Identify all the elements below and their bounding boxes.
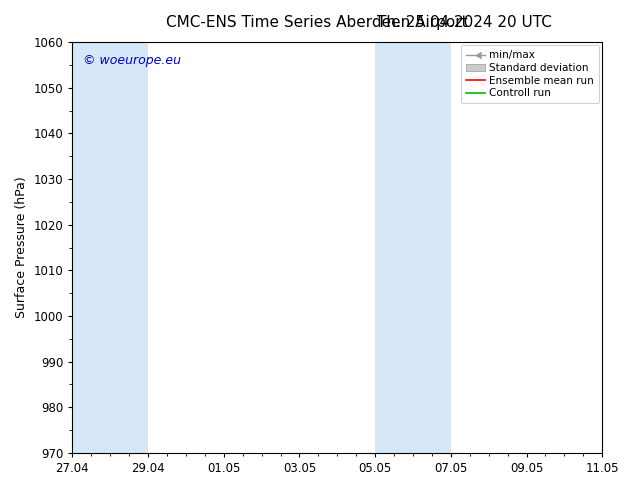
- Text: © woeurope.eu: © woeurope.eu: [83, 54, 181, 68]
- Y-axis label: Surface Pressure (hPa): Surface Pressure (hPa): [15, 176, 28, 318]
- Text: CMC-ENS Time Series Aberdeen Airport: CMC-ENS Time Series Aberdeen Airport: [166, 15, 468, 30]
- Bar: [602, 42, 634, 453]
- Bar: [375, 42, 451, 453]
- Legend: min/max, Standard deviation, Ensemble mean run, Controll run: min/max, Standard deviation, Ensemble me…: [461, 45, 599, 103]
- Bar: [72, 42, 148, 453]
- Text: Th. 25.04.2024 20 UTC: Th. 25.04.2024 20 UTC: [377, 15, 552, 30]
